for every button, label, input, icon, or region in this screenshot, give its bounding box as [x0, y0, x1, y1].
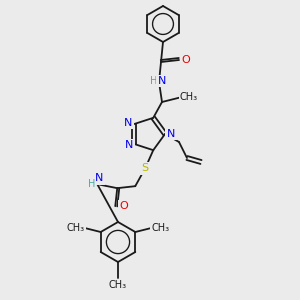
Text: CH₃: CH₃ [151, 223, 169, 233]
Text: CH₃: CH₃ [109, 280, 127, 290]
Text: O: O [119, 201, 128, 211]
Text: N: N [125, 140, 134, 150]
Text: CH₃: CH₃ [67, 223, 85, 233]
Text: CH₃: CH₃ [180, 92, 198, 102]
Text: N: N [158, 76, 166, 86]
Text: N: N [124, 118, 132, 128]
Text: S: S [142, 163, 149, 173]
Text: H: H [150, 76, 158, 86]
Text: N: N [167, 129, 175, 139]
Text: N: N [95, 173, 103, 183]
Text: O: O [182, 55, 190, 65]
Text: H: H [88, 179, 95, 189]
